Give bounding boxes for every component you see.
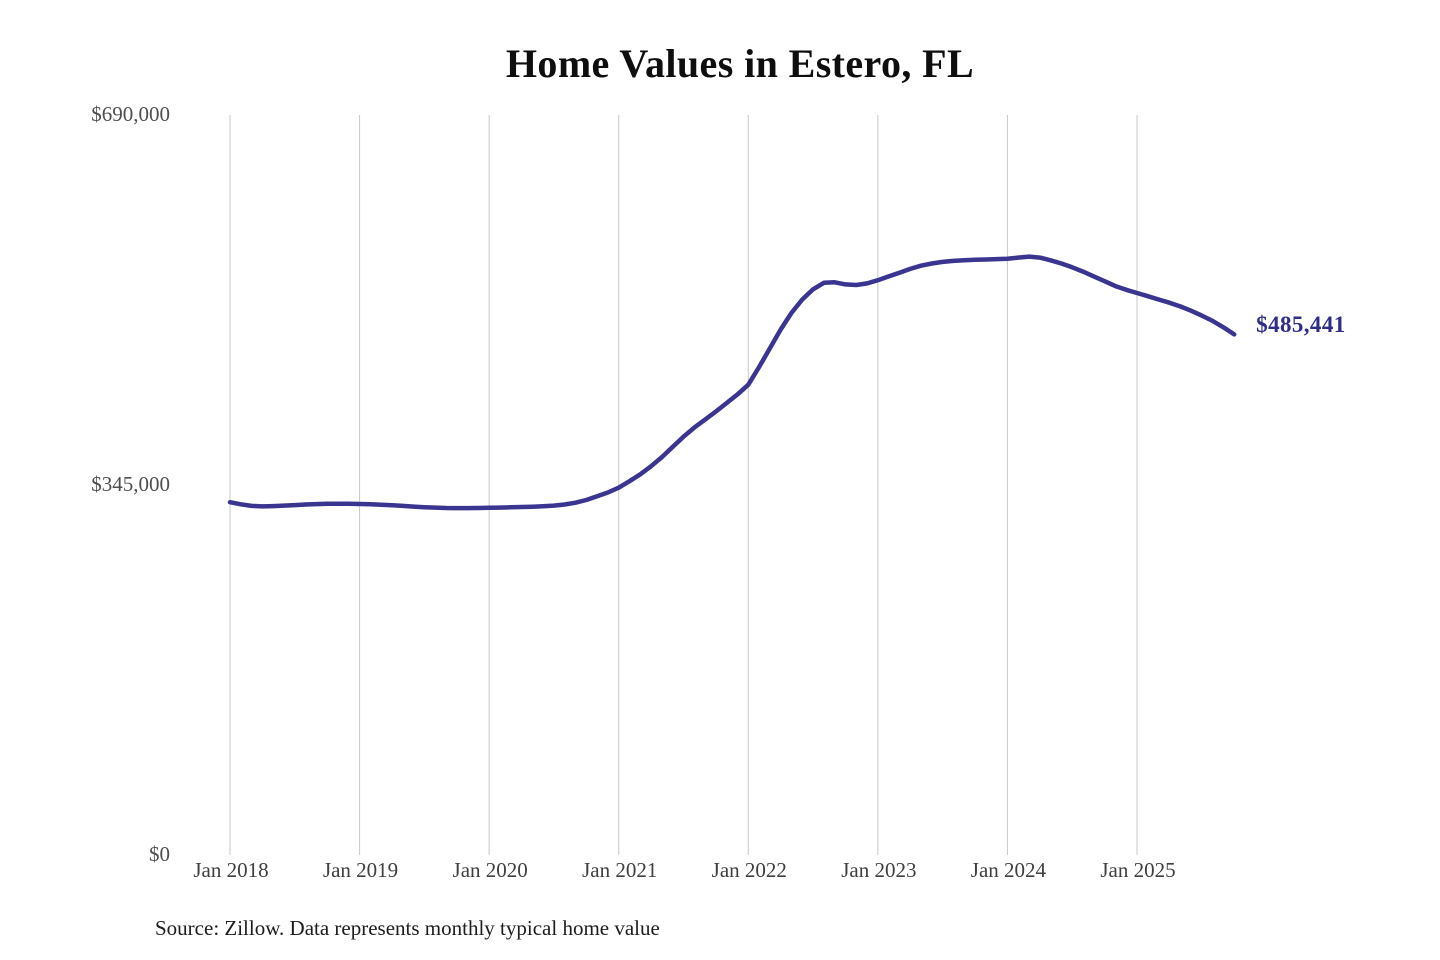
y-tick-label-0: $0 <box>149 842 170 866</box>
x-tick-label: Jan 2021 <box>582 858 658 882</box>
chart-title: Home Values in Estero, FL <box>505 41 975 86</box>
x-tick-label: Jan 2024 <box>970 858 1047 882</box>
y-tick-label-690000: $690,000 <box>91 102 170 126</box>
current-value-label: $485,441 <box>1256 312 1346 338</box>
x-tick-label: Jan 2022 <box>711 858 787 882</box>
x-tick-label: Jan 2025 <box>1100 858 1176 882</box>
home-value-series-line <box>227 254 1237 511</box>
x-tick-label: Jan 2023 <box>841 858 917 882</box>
source-note: Source: Zillow. Data represents monthly … <box>155 916 660 940</box>
x-tick-label: Jan 2019 <box>322 858 399 882</box>
x-tick-label: Jan 2018 <box>193 858 269 882</box>
y-tick-label-345000: $345,000 <box>91 472 170 496</box>
x-tick-label: Jan 2020 <box>452 858 528 882</box>
